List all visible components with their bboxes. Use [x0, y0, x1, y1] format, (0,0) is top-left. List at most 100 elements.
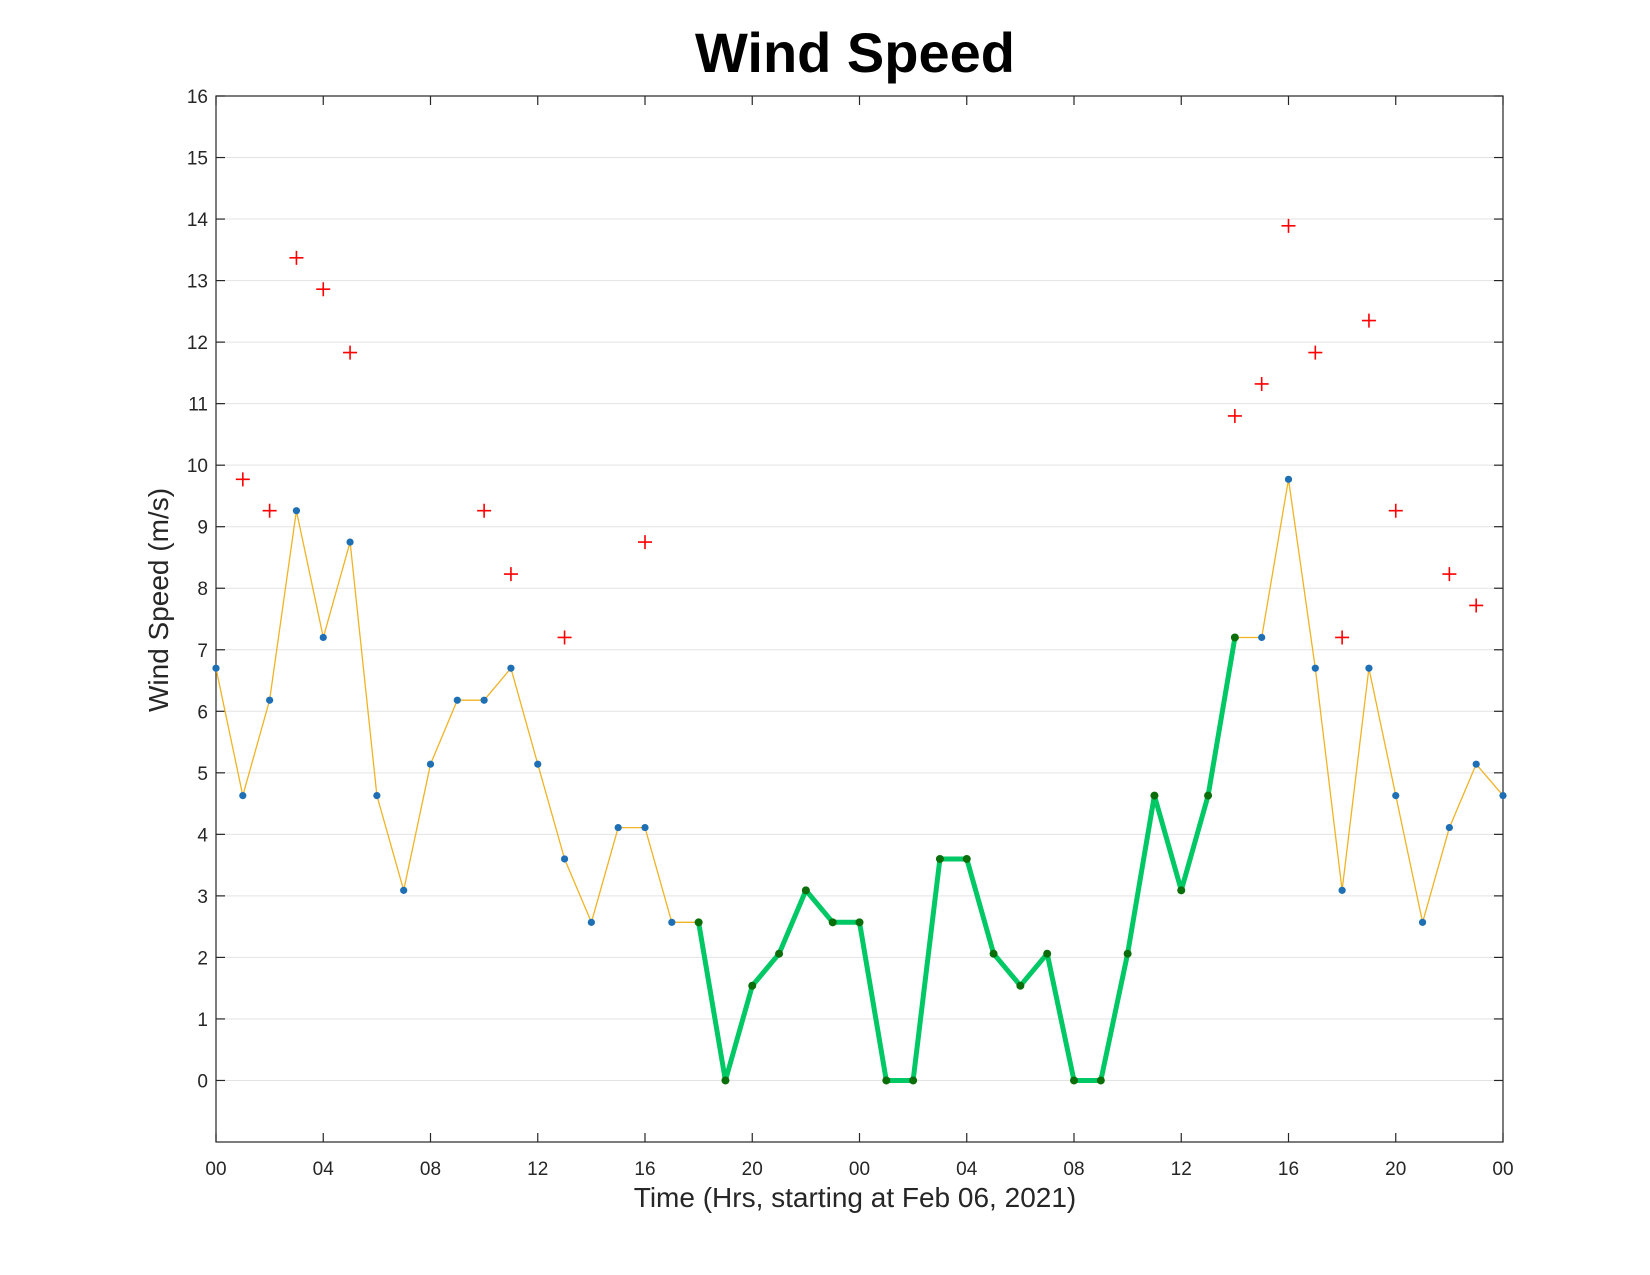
- y-axis-label: Wind Speed (m/s): [143, 488, 174, 712]
- y-tick-label: 16: [187, 87, 208, 108]
- gust-marker: [477, 503, 492, 518]
- x-tick-label: 20: [742, 1159, 763, 1180]
- gust-marker: [638, 535, 652, 550]
- wind-speed-point: [319, 633, 327, 642]
- y-tick-label: 15: [187, 149, 208, 170]
- wind-speed-point: [400, 886, 408, 894]
- gust-marker: [1361, 313, 1376, 328]
- wind-speed-point: [587, 918, 595, 926]
- gust-marker: [1469, 598, 1484, 613]
- gust-marker: [557, 630, 572, 645]
- y-tick-label: 10: [187, 456, 208, 477]
- wind-speed-point: [1499, 791, 1507, 800]
- wind-speed-point: [1258, 633, 1266, 642]
- x-tick-label: 16: [634, 1159, 655, 1180]
- wind-speed-point: [560, 855, 569, 863]
- gust-marker: [1281, 218, 1296, 233]
- plot-area-border: [215, 95, 1504, 1143]
- x-tick-label: 00: [205, 1159, 226, 1180]
- low-wind-point: [855, 918, 864, 927]
- low-wind-point: [748, 981, 757, 990]
- wind-speed-point: [346, 538, 354, 546]
- wind-speed-point: [641, 823, 649, 832]
- y-tick-label: 11: [188, 395, 208, 416]
- x-tick-label: 12: [1171, 1159, 1192, 1180]
- x-tick-label: 08: [420, 1159, 441, 1180]
- wind-speed-point: [453, 696, 461, 704]
- low-wind-point: [801, 886, 810, 895]
- wind-speed-point: [1311, 664, 1319, 672]
- x-tick-label: 08: [1063, 1159, 1084, 1180]
- y-tick-label: 7: [197, 641, 208, 662]
- low-wind-point: [1230, 633, 1239, 642]
- low-wind-point: [1123, 949, 1132, 958]
- x-tick-label: 04: [313, 1159, 335, 1180]
- chart-title: Wind Speed: [695, 21, 1015, 84]
- gust-marker: [235, 472, 250, 487]
- gust-marker: [503, 567, 518, 582]
- low-wind-point: [962, 854, 971, 863]
- wind-speed-point: [373, 791, 381, 800]
- wind-speed-point: [292, 507, 301, 515]
- low-wind-point: [1150, 791, 1159, 800]
- wind-speed-point: [266, 696, 274, 704]
- y-tick-label: 9: [197, 518, 208, 539]
- y-tick-label: 3: [197, 887, 208, 908]
- wind-speed-point: [1392, 791, 1400, 800]
- low-wind-point: [1096, 1076, 1105, 1085]
- wind-speed-point: [614, 823, 622, 832]
- low-wind-point: [1043, 949, 1052, 958]
- wind-speed-point: [1418, 918, 1427, 926]
- low-wind-point: [1177, 886, 1186, 895]
- wind-speed-line: [215, 478, 1504, 1082]
- gust-marker: [1388, 503, 1403, 518]
- x-tick-label: 12: [527, 1159, 548, 1180]
- wind-speed-point: [1284, 475, 1293, 483]
- low-wind-point: [721, 1076, 730, 1085]
- gust-marker: [1254, 376, 1269, 391]
- low-wind-point: [1204, 791, 1213, 800]
- low-wind-point: [989, 949, 998, 958]
- x-tick-label: 04: [956, 1159, 978, 1180]
- wind-speed-point: [480, 696, 488, 704]
- x-axis-label: Time (Hrs, starting at Feb 06, 2021): [634, 1182, 1076, 1213]
- data-series: [212, 218, 1507, 1085]
- wind-speed-point: [668, 918, 676, 926]
- x-tick-label: 00: [1492, 1159, 1513, 1180]
- y-tick-label: 6: [197, 702, 208, 723]
- gust-marker: [343, 345, 358, 360]
- x-tick-label: 00: [849, 1159, 870, 1180]
- x-tick-label: 20: [1385, 1159, 1406, 1180]
- y-tick-label: 5: [197, 764, 208, 785]
- gust-marker: [1335, 630, 1350, 645]
- wind-speed-point: [426, 760, 435, 768]
- gust-marker: [289, 250, 304, 265]
- gust-marker: [1442, 567, 1457, 582]
- wind-speed-point: [1338, 886, 1346, 894]
- low-wind-point: [828, 918, 837, 927]
- low-wind-point: [775, 949, 784, 958]
- wind-speed-point: [507, 664, 515, 672]
- y-tick-label: 0: [197, 1071, 208, 1092]
- wind-speed-point: [1445, 823, 1453, 832]
- wind-speed-point: [1365, 664, 1373, 672]
- gust-marker: [1308, 345, 1323, 360]
- wind-speed-point: [534, 760, 542, 768]
- y-tick-label: 8: [197, 579, 208, 600]
- y-tick-label: 1: [197, 1010, 208, 1031]
- wind-speed-point: [1472, 760, 1480, 768]
- gust-marker: [1227, 408, 1242, 423]
- gust-marker: [316, 282, 331, 297]
- wind-speed-point: [239, 791, 247, 800]
- y-tick-label: 2: [197, 948, 208, 969]
- low-wind-point: [1016, 981, 1025, 990]
- low-wind-point: [694, 918, 703, 927]
- axes: [215, 95, 1504, 1143]
- low-wind-point: [1070, 1076, 1078, 1085]
- y-tick-label: 4: [197, 825, 208, 846]
- low-wind-point: [882, 1076, 891, 1085]
- y-tick-label: 12: [187, 333, 208, 354]
- low-wind-point: [935, 854, 944, 863]
